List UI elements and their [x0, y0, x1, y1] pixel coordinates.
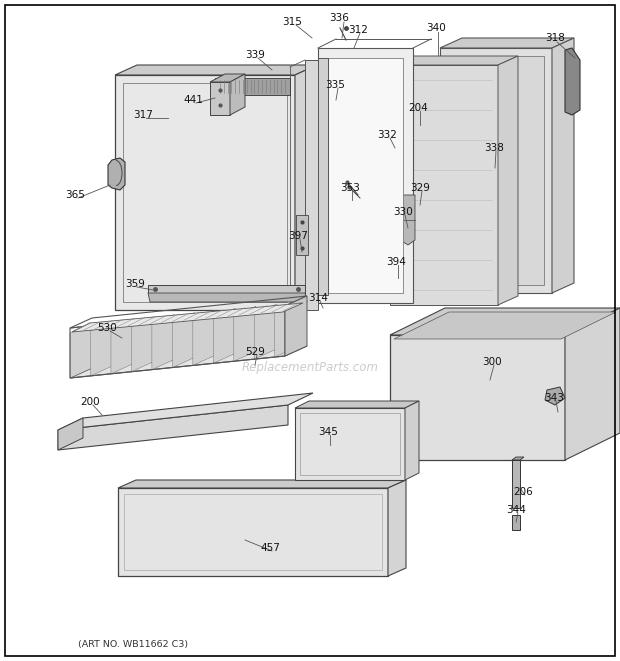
Text: 300: 300 — [482, 357, 502, 367]
Polygon shape — [213, 308, 236, 364]
Polygon shape — [512, 515, 520, 530]
Polygon shape — [275, 302, 297, 357]
Polygon shape — [440, 48, 552, 293]
Polygon shape — [172, 313, 195, 368]
Text: 529: 529 — [245, 347, 265, 357]
Polygon shape — [318, 58, 328, 295]
Polygon shape — [512, 460, 520, 508]
Polygon shape — [545, 387, 565, 405]
Text: 343: 343 — [544, 393, 564, 403]
Polygon shape — [388, 480, 406, 576]
Polygon shape — [400, 195, 415, 245]
Polygon shape — [70, 323, 92, 378]
Text: 314: 314 — [308, 293, 328, 303]
Polygon shape — [58, 393, 313, 430]
Polygon shape — [565, 48, 580, 115]
Text: 330: 330 — [393, 207, 413, 217]
Polygon shape — [295, 401, 419, 408]
Text: 312: 312 — [348, 25, 368, 35]
Text: 335: 335 — [325, 80, 345, 90]
Polygon shape — [230, 74, 245, 115]
Polygon shape — [108, 158, 125, 190]
Polygon shape — [152, 315, 174, 369]
Polygon shape — [118, 488, 388, 576]
Text: 206: 206 — [513, 487, 533, 497]
Text: 315: 315 — [282, 17, 302, 27]
Polygon shape — [254, 304, 277, 359]
Polygon shape — [148, 293, 307, 302]
Polygon shape — [390, 65, 498, 305]
Text: 365: 365 — [65, 190, 85, 200]
Polygon shape — [440, 38, 574, 48]
Text: ReplacementParts.com: ReplacementParts.com — [242, 362, 378, 375]
Polygon shape — [390, 335, 565, 460]
Polygon shape — [405, 401, 419, 480]
Polygon shape — [296, 215, 308, 255]
Polygon shape — [91, 321, 112, 376]
Polygon shape — [318, 48, 413, 303]
Text: 397: 397 — [288, 231, 308, 241]
Text: 340: 340 — [426, 23, 446, 33]
Polygon shape — [328, 58, 403, 293]
Polygon shape — [215, 78, 290, 95]
Polygon shape — [552, 38, 574, 293]
Polygon shape — [210, 82, 230, 115]
Polygon shape — [210, 74, 245, 82]
Polygon shape — [118, 480, 406, 488]
Text: 336: 336 — [329, 13, 349, 23]
Polygon shape — [448, 56, 544, 285]
Polygon shape — [295, 65, 317, 310]
Polygon shape — [148, 285, 305, 293]
Text: 441: 441 — [183, 95, 203, 105]
Text: (ART NO. WB11662 C3): (ART NO. WB11662 C3) — [78, 641, 188, 650]
Polygon shape — [131, 317, 153, 371]
Text: 204: 204 — [408, 103, 428, 113]
Polygon shape — [394, 312, 616, 339]
Text: 318: 318 — [545, 33, 565, 43]
Polygon shape — [115, 75, 295, 310]
Polygon shape — [498, 56, 518, 305]
Text: 317: 317 — [133, 110, 153, 120]
Polygon shape — [111, 319, 133, 374]
Polygon shape — [72, 303, 303, 332]
Polygon shape — [58, 418, 83, 450]
Polygon shape — [193, 311, 215, 366]
Text: 338: 338 — [484, 143, 504, 153]
Polygon shape — [115, 65, 317, 75]
Text: 353: 353 — [340, 183, 360, 193]
Text: 530: 530 — [97, 323, 117, 333]
Polygon shape — [390, 308, 620, 335]
Text: 394: 394 — [386, 257, 406, 267]
Text: 344: 344 — [506, 505, 526, 515]
Text: 359: 359 — [125, 279, 145, 289]
Text: 200: 200 — [80, 397, 100, 407]
Polygon shape — [58, 405, 288, 450]
Text: 329: 329 — [410, 183, 430, 193]
Polygon shape — [234, 306, 256, 362]
Polygon shape — [70, 346, 307, 378]
Text: 339: 339 — [245, 50, 265, 60]
Polygon shape — [512, 457, 524, 460]
Text: 457: 457 — [260, 543, 280, 553]
Polygon shape — [295, 408, 405, 480]
Text: 345: 345 — [318, 427, 338, 437]
Polygon shape — [390, 56, 518, 65]
Polygon shape — [305, 60, 318, 310]
Polygon shape — [285, 296, 307, 356]
Polygon shape — [565, 308, 620, 460]
Text: 332: 332 — [377, 130, 397, 140]
